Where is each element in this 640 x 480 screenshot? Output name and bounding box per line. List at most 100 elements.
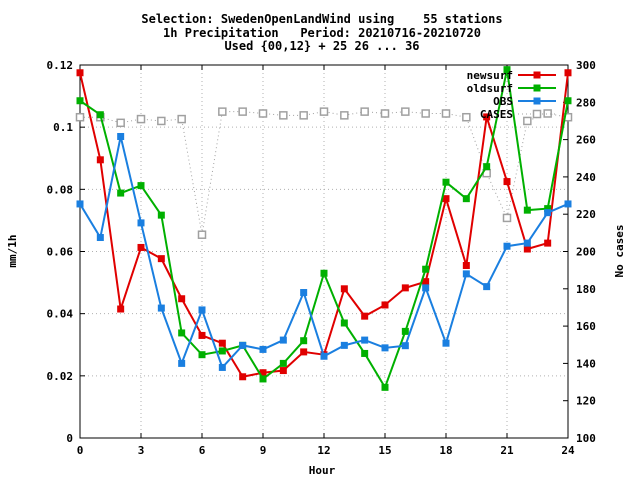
point-obs <box>503 242 511 250</box>
point-cases <box>136 114 146 124</box>
point-cases <box>401 107 410 116</box>
y-tick-label: 0.02 <box>47 370 74 383</box>
point-cases <box>75 112 85 122</box>
point-oldsurf <box>442 178 450 186</box>
point-oldsurf <box>300 337 308 345</box>
point-obs <box>178 359 186 367</box>
x-axis-label: Hour <box>309 464 336 477</box>
point-cases <box>177 114 186 124</box>
point-cases <box>279 111 288 120</box>
y2-tick-label: 160 <box>576 320 596 333</box>
series-obs <box>76 132 572 371</box>
point-obs <box>279 336 287 344</box>
point-cases <box>543 109 552 118</box>
point-oldsurf <box>462 195 470 203</box>
point-obs <box>544 209 552 217</box>
point-oldsurf <box>523 206 531 214</box>
legend-marker <box>533 71 541 79</box>
point-cases <box>319 107 329 116</box>
point-oldsurf <box>483 163 491 171</box>
title-line-3: Used {00,12} + 25 26 ... 36 <box>224 39 419 53</box>
point-cases <box>299 111 308 120</box>
point-cases <box>380 109 390 118</box>
x-tick-label: 15 <box>378 444 391 457</box>
point-cases <box>157 116 166 126</box>
axis-ticks: 00.020.040.060.080.10.121001201401601802… <box>47 59 596 457</box>
point-oldsurf <box>381 383 389 391</box>
y2-tick-label: 260 <box>576 134 596 147</box>
point-oldsurf <box>137 182 145 190</box>
point-obs <box>137 219 145 227</box>
y-tick-label: 0.12 <box>47 59 74 72</box>
point-obs <box>300 289 308 297</box>
y2-tick-label: 240 <box>576 171 596 184</box>
point-newsurf <box>442 195 450 203</box>
point-obs <box>117 132 125 140</box>
y2-tick-label: 220 <box>576 208 596 221</box>
point-newsurf <box>157 255 165 263</box>
point-newsurf <box>503 178 511 186</box>
point-obs <box>320 352 328 360</box>
title-line-1: Selection: SwedenOpenLandWind using 55 s… <box>141 12 502 26</box>
title-line-2: 1h Precipitation Period: 20210716-202107… <box>163 26 481 40</box>
y2-tick-label: 120 <box>576 395 596 408</box>
point-cases <box>258 109 268 118</box>
point-obs <box>96 234 104 242</box>
point-oldsurf <box>76 97 84 105</box>
point-oldsurf <box>178 329 186 337</box>
legend-item-newsurf: newsurf <box>467 69 556 82</box>
point-newsurf <box>381 301 389 309</box>
point-oldsurf <box>198 351 206 359</box>
point-oldsurf <box>544 205 552 213</box>
legend-item-cases: CASES <box>480 108 556 121</box>
y-tick-label: 0.1 <box>53 121 73 134</box>
x-tick-label: 3 <box>138 444 145 457</box>
x-tick-label: 24 <box>561 444 575 457</box>
point-cases <box>116 118 125 128</box>
point-newsurf <box>564 69 572 77</box>
point-cases <box>340 111 349 120</box>
point-oldsurf <box>218 347 226 355</box>
point-obs <box>157 304 165 312</box>
point-obs <box>239 341 247 349</box>
point-newsurf <box>239 373 247 381</box>
point-newsurf <box>462 261 470 269</box>
legend-label: OBS <box>493 95 513 108</box>
point-oldsurf <box>259 375 267 383</box>
y-tick-label: 0.08 <box>47 183 74 196</box>
point-cases <box>462 112 471 122</box>
x-tick-label: 9 <box>260 444 267 457</box>
point-newsurf <box>340 285 348 293</box>
series-group <box>75 66 573 391</box>
y2-tick-label: 140 <box>576 357 596 370</box>
legend-item-oldsurf: oldsurf <box>467 82 556 95</box>
point-cases <box>197 230 207 239</box>
point-oldsurf <box>117 189 125 197</box>
point-oldsurf <box>401 327 409 335</box>
point-newsurf <box>300 348 308 356</box>
point-obs <box>218 363 226 371</box>
legend-item-obs: OBS <box>493 95 556 108</box>
x-tick-label: 6 <box>199 444 206 457</box>
x-tick-label: 0 <box>77 444 84 457</box>
y2-tick-label: 100 <box>576 432 596 445</box>
point-oldsurf <box>422 265 430 273</box>
chart-title: Selection: SwedenOpenLandWind using 55 s… <box>141 12 502 53</box>
point-newsurf <box>178 295 186 303</box>
grid-lines <box>80 65 568 438</box>
x-tick-label: 21 <box>500 444 514 457</box>
point-obs <box>564 200 572 208</box>
point-newsurf <box>401 284 409 292</box>
point-obs <box>381 344 389 352</box>
point-newsurf <box>218 339 226 347</box>
point-cases <box>523 116 532 126</box>
point-oldsurf <box>320 269 328 277</box>
legend-marker <box>532 109 542 119</box>
point-cases <box>238 107 247 116</box>
point-obs <box>198 306 206 314</box>
point-oldsurf <box>157 211 165 219</box>
y2-tick-label: 280 <box>576 96 596 109</box>
y2-tick-label: 180 <box>576 283 596 296</box>
